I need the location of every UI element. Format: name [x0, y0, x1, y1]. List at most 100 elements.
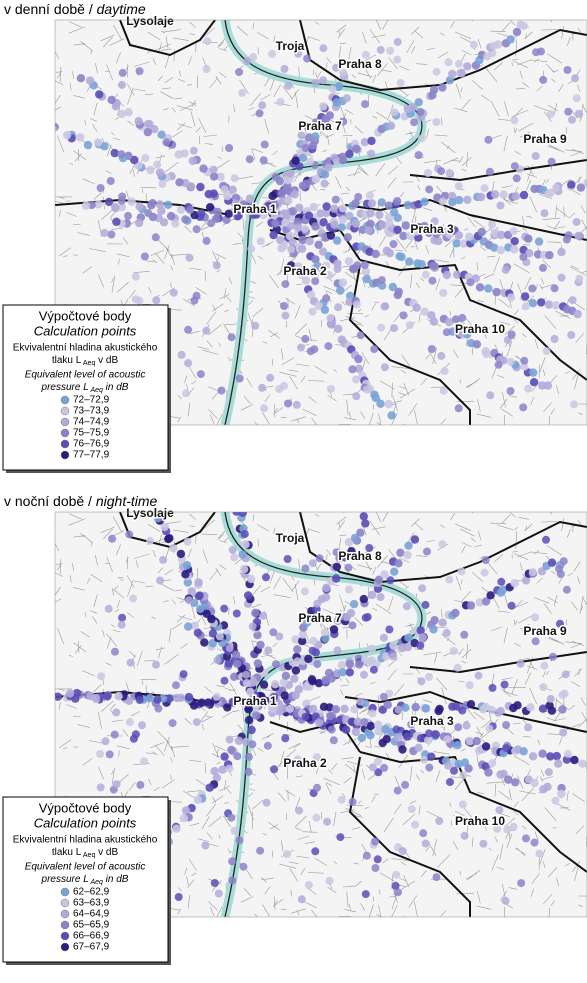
calculation-point [192, 225, 201, 234]
calculation-point [499, 190, 508, 199]
calculation-point [528, 568, 537, 577]
calculation-point [304, 881, 313, 889]
calculation-point [510, 162, 519, 171]
calculation-point [438, 83, 447, 92]
calculation-point [183, 578, 192, 587]
calculation-point [414, 743, 423, 752]
calculation-point [259, 211, 268, 220]
calculation-point [520, 362, 529, 371]
calculation-point [319, 44, 328, 53]
calculation-point [360, 670, 368, 679]
calculation-point [225, 764, 234, 773]
calculation-point [177, 350, 186, 359]
calculation-point [227, 745, 236, 755]
calculation-point [454, 723, 463, 732]
calculation-point [366, 721, 375, 731]
calculation-point [407, 720, 416, 729]
calculation-point [512, 27, 522, 37]
calculation-point [253, 659, 263, 668]
calculation-point [352, 300, 361, 309]
calculation-point [241, 540, 250, 549]
calculation-point [488, 759, 497, 768]
calculation-point [281, 218, 289, 227]
calculation-point [315, 719, 323, 727]
calculation-point [124, 211, 132, 220]
calculation-point [416, 107, 425, 116]
calculation-point [330, 204, 339, 213]
calculation-point [533, 250, 543, 259]
calculation-point [412, 303, 421, 312]
river-edge [224, 20, 423, 425]
calculation-point [350, 533, 360, 543]
calculation-point [351, 727, 360, 737]
calculation-point [301, 564, 310, 573]
calculation-point [110, 148, 119, 158]
calculation-point [293, 645, 302, 654]
legend-desc: Equivalent level of acoustic [25, 862, 146, 873]
calculation-point [342, 725, 351, 734]
calculation-point [176, 549, 186, 559]
calculation-point [81, 201, 91, 210]
calculation-point [374, 768, 383, 777]
calculation-point [445, 575, 454, 584]
calculation-point [373, 584, 383, 593]
calculation-point [501, 265, 510, 274]
calculation-point [339, 68, 348, 77]
calculation-point [130, 155, 139, 165]
calculation-point [271, 219, 280, 228]
calculation-point [135, 202, 144, 211]
calculation-point [207, 219, 216, 228]
calculation-point [244, 704, 253, 714]
calculation-point [209, 172, 219, 181]
calculation-point [356, 697, 365, 706]
calculation-point [437, 167, 446, 176]
calculation-point [330, 153, 339, 162]
calculation-point [465, 736, 474, 746]
calculation-point [526, 703, 535, 712]
calculation-point [164, 534, 173, 544]
calculation-point [0, 98, 5, 106]
calculation-point [410, 118, 419, 127]
calculation-point [474, 671, 483, 680]
calculation-point [217, 386, 226, 395]
calculation-point [272, 660, 280, 669]
calculation-point [425, 185, 434, 194]
calculation-point [476, 192, 486, 202]
calculation-point [487, 705, 496, 715]
calculation-point [301, 144, 310, 152]
place-label: Praha 10 [455, 814, 505, 828]
calculation-point [424, 169, 432, 177]
calculation-point [308, 646, 317, 655]
calculation-point [247, 725, 256, 735]
calculation-point [241, 737, 251, 746]
calculation-point [193, 628, 203, 637]
calculation-point [393, 213, 402, 222]
calculation-point [359, 512, 368, 521]
calculation-point [172, 681, 180, 690]
calculation-point [421, 600, 430, 609]
calculation-point [306, 614, 315, 623]
calculation-point [564, 231, 573, 240]
calculation-point [366, 209, 375, 218]
calculation-point [216, 172, 225, 182]
calculation-point [403, 642, 413, 652]
calculation-point [124, 108, 133, 117]
calculation-point [498, 585, 508, 594]
calculation-point [186, 205, 195, 214]
calculation-point [218, 765, 227, 774]
calculation-point [319, 102, 328, 111]
calculation-point [542, 347, 551, 356]
calculation-point [410, 535, 420, 544]
calculation-point [134, 117, 143, 126]
calculation-point [281, 280, 290, 289]
calculation-point [182, 561, 192, 570]
calculation-point [421, 839, 430, 848]
calculation-point [321, 593, 331, 602]
calculation-point [114, 692, 123, 701]
calculation-point [150, 125, 159, 134]
calculation-point [458, 706, 467, 715]
calculation-point [357, 733, 367, 743]
calculation-point [298, 235, 307, 245]
calculation-point [270, 765, 279, 774]
calculation-point [371, 393, 380, 403]
